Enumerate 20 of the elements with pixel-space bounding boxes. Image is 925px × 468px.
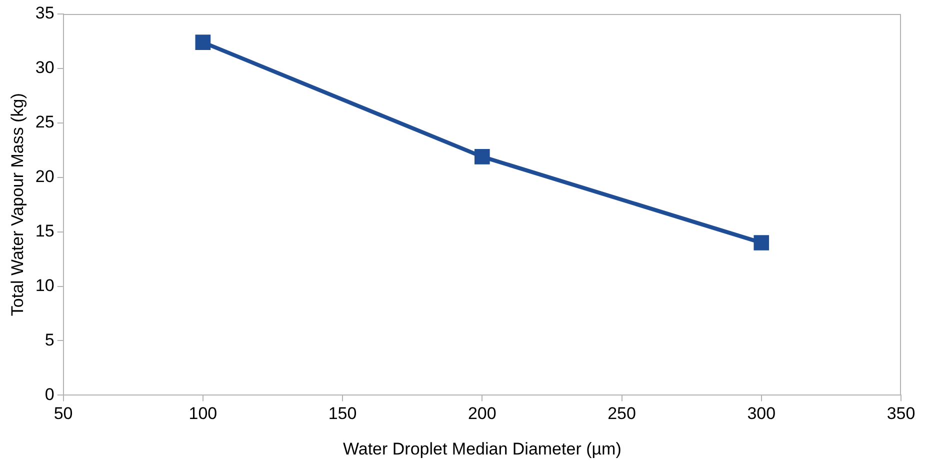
y-tick-label: 20 — [35, 167, 54, 186]
x-tick-label: 150 — [328, 404, 357, 424]
x-tick-label: 300 — [747, 404, 776, 424]
x-tick-label: 250 — [608, 404, 636, 424]
y-tick-label: 30 — [35, 58, 54, 78]
x-tick-label: 200 — [468, 404, 496, 424]
x-tick-label: 100 — [188, 404, 218, 424]
x-tick-label: 50 — [54, 404, 73, 424]
y-tick-label: 0 — [44, 384, 54, 404]
y-tick-label: 10 — [35, 276, 54, 295]
x-tick-label: 350 — [886, 404, 916, 424]
y-axis-title: Total Water Vapour Mass (kg) — [8, 93, 27, 316]
y-tick-label: 25 — [35, 112, 54, 132]
point — [754, 235, 770, 250]
point — [474, 149, 490, 164]
point — [195, 34, 211, 50]
x-axis-title: Water Droplet Median Diameter (µm) — [342, 439, 622, 458]
y-tick-label: 5 — [44, 330, 54, 350]
y-tick-label: 35 — [35, 4, 54, 23]
y-tick-label: 15 — [35, 222, 54, 241]
